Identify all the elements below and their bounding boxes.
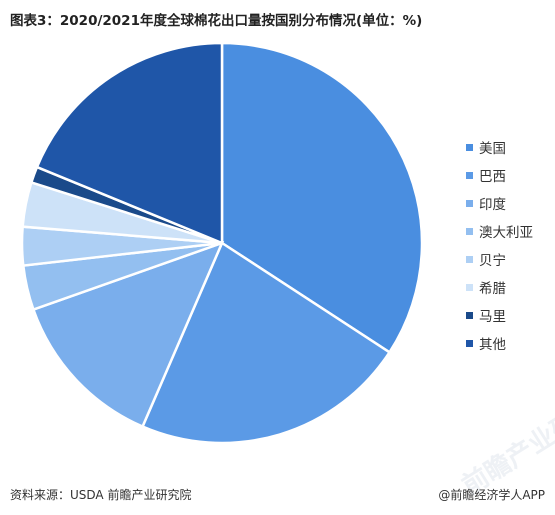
legend-swatch xyxy=(466,339,473,347)
legend-swatch xyxy=(466,171,473,179)
legend-swatch xyxy=(466,255,473,263)
legend-swatch xyxy=(466,227,473,235)
brand-credit: @前瞻经济学人APP xyxy=(438,488,545,502)
legend-item-2: 印度 xyxy=(466,189,533,217)
legend-item-5: 希腊 xyxy=(466,273,533,301)
legend-item-6: 马里 xyxy=(466,301,533,329)
pie-slice-7 xyxy=(35,41,224,245)
legend-item-1: 巴西 xyxy=(466,161,533,189)
chart-title: 图表3：2020/2021年度全球棉花出口量按国别分布情况(单位：%) xyxy=(10,13,423,29)
source-note: 资料来源：USDA 前瞻产业研究院 xyxy=(10,488,192,502)
legend-item-7: 其他 xyxy=(466,329,533,357)
legend-label: 印度 xyxy=(479,197,506,213)
legend-item-3: 澳大利亚 xyxy=(466,217,533,245)
legend-item-0: 美国 xyxy=(466,133,533,161)
legend-item-4: 贝宁 xyxy=(466,245,533,273)
legend-label: 希腊 xyxy=(479,281,506,297)
pie-slice-2 xyxy=(31,240,225,429)
legend: 美国巴西印度澳大利亚贝宁希腊马里其他 xyxy=(466,133,533,357)
legend-label: 贝宁 xyxy=(479,253,506,269)
legend-swatch xyxy=(466,283,473,291)
pie-slice-1 xyxy=(140,241,392,445)
legend-label: 马里 xyxy=(479,309,506,325)
legend-swatch xyxy=(466,311,473,319)
legend-swatch xyxy=(466,143,473,151)
legend-label: 澳大利亚 xyxy=(479,225,533,241)
legend-swatch xyxy=(466,199,473,207)
legend-label: 其他 xyxy=(479,337,506,353)
legend-label: 美国 xyxy=(479,141,506,157)
legend-label: 巴西 xyxy=(479,169,506,185)
